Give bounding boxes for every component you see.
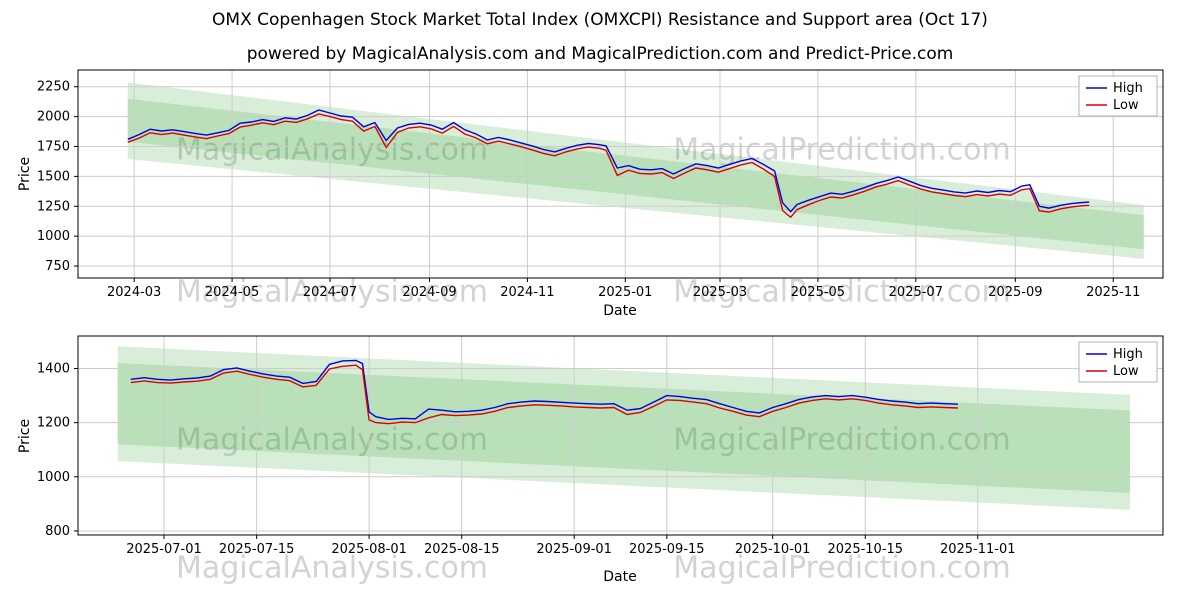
x-tick-label: 2025-07-15 xyxy=(219,542,295,557)
support-resistance-band xyxy=(127,98,1144,250)
y-tick-label: 1250 xyxy=(37,199,70,214)
tick-labels: 2025-07-01 2025-07-15 2025-08-01 2025-08-15… xyxy=(37,361,1016,557)
x-tick-label: 2025-03 xyxy=(693,285,747,300)
x-tick-label: 2025-08-01 xyxy=(331,542,407,557)
tick-labels: 2024-03 2024-05 2024-07 2024-09 2024-11 2025-… xyxy=(37,80,1141,300)
subplot-bottom: 2025-07-01 2025-07-15 2025-08-01 2025-08-15… xyxy=(37,335,1164,557)
y-tick-label: 2000 xyxy=(37,110,70,125)
y-axis-label-top: Price xyxy=(17,156,33,192)
x-axis-label-bottom: Date xyxy=(603,569,637,585)
legend-high-label: High xyxy=(1113,347,1143,362)
axes-frame xyxy=(77,69,1164,279)
y-tick-label: 2250 xyxy=(37,80,70,95)
support-resistance-band xyxy=(127,82,1144,259)
x-tick-label: 2025-11 xyxy=(1086,285,1140,300)
legend-box xyxy=(1078,341,1158,383)
x-tick-label: 2025-07-01 xyxy=(126,542,202,557)
high-line xyxy=(127,109,1090,213)
y-tick-label: 1500 xyxy=(37,169,70,184)
x-tick-label: 2024-09 xyxy=(402,285,456,300)
x-tick-label: 2025-01 xyxy=(598,285,652,300)
x-tick-label: 2025-09-15 xyxy=(629,542,705,557)
y-tick-label: 1400 xyxy=(37,361,70,376)
x-tick-label: 2024-07 xyxy=(303,285,357,300)
legend-high-label: High xyxy=(1113,81,1143,96)
x-tick-label: 2025-10-01 xyxy=(735,542,811,557)
x-axis-label-top: Date xyxy=(603,303,637,319)
y-tick-label: 800 xyxy=(45,524,70,539)
grid xyxy=(78,70,1163,278)
x-tick-label: 2025-05 xyxy=(791,285,845,300)
low-line xyxy=(130,364,958,425)
x-tick-label: 2025-08-15 xyxy=(424,542,500,557)
x-tick-label: 2024-05 xyxy=(205,285,259,300)
legend: High Low xyxy=(1078,341,1158,383)
high-line xyxy=(130,359,958,421)
support-resistance-band xyxy=(117,363,1130,494)
x-tick-label: 2024-03 xyxy=(107,285,161,300)
y-tick-label: 1000 xyxy=(37,229,70,244)
legend-low-label: Low xyxy=(1113,98,1139,113)
x-tick-label: 2024-11 xyxy=(500,285,554,300)
low-line xyxy=(127,113,1090,219)
y-tick-label: 1200 xyxy=(37,416,70,431)
x-tick-label: 2025-11-01 xyxy=(940,542,1016,557)
y-tick-label: 1750 xyxy=(37,140,70,155)
grid xyxy=(78,336,1163,535)
chart-title: OMX Copenhagen Stock Market Total Index … xyxy=(212,10,988,30)
legend: High Low xyxy=(1078,75,1158,117)
subplot-top: 2024-03 2024-05 2024-07 2024-09 2024-11 2025-… xyxy=(37,69,1164,300)
chart-subtitle: powered by MagicalAnalysis.com and Magic… xyxy=(246,44,954,64)
y-tick-label: 750 xyxy=(45,259,70,274)
x-tick-label: 2025-09 xyxy=(988,285,1042,300)
support-resistance-band xyxy=(117,346,1130,510)
x-tick-label: 2025-09-01 xyxy=(536,542,612,557)
x-tick-label: 2025-07 xyxy=(889,285,943,300)
x-tick-label: 2025-10-15 xyxy=(828,542,904,557)
y-tick-label: 1000 xyxy=(37,470,70,485)
axes-frame xyxy=(77,335,1164,536)
legend-box xyxy=(1078,75,1158,117)
legend-low-label: Low xyxy=(1113,364,1139,379)
y-axis-label-bottom: Price xyxy=(17,418,33,454)
